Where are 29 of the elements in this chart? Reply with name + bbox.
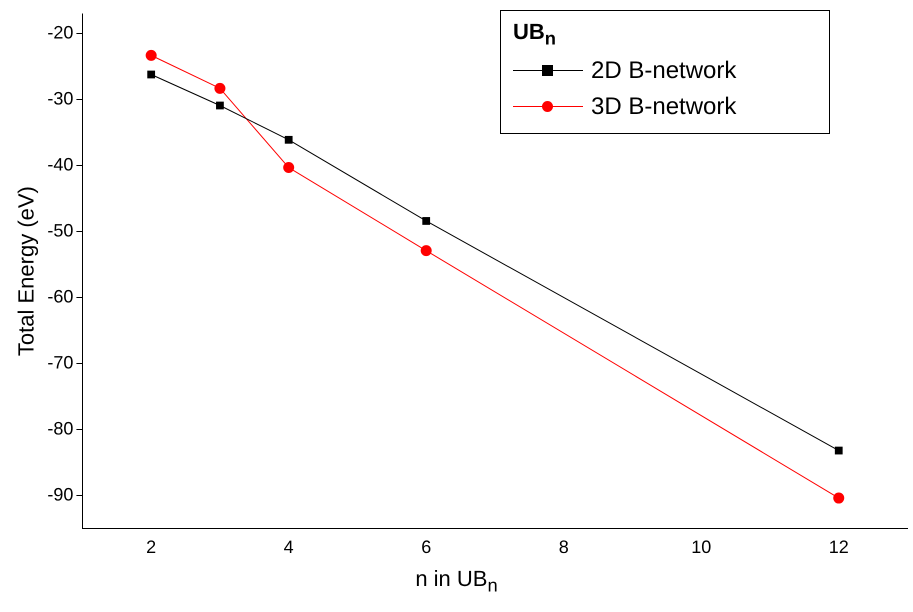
- point: [834, 446, 843, 454]
- legend-label: 2D B-network: [591, 57, 736, 86]
- y-tick-label: -70: [47, 352, 74, 372]
- legend-label: 3D B-network: [591, 93, 736, 122]
- x-tick-label: 10: [691, 537, 712, 558]
- point: [216, 102, 224, 110]
- y-tick-label: -40: [47, 154, 74, 175]
- point: [833, 492, 844, 504]
- x-tick-label: 2: [146, 537, 156, 558]
- point: [420, 245, 432, 256]
- point: [422, 217, 430, 225]
- point: [284, 136, 293, 144]
- y-tick-label: -90: [47, 484, 74, 504]
- x-axis-title: n in UB$_{n}$: [414, 566, 499, 596]
- x-tick-label: 8: [558, 537, 569, 558]
- y-axis-title: Total Energy (eV): [13, 186, 38, 356]
- y-tick-label: -80: [47, 418, 74, 438]
- point: [214, 82, 226, 94]
- y-tick-label: -30: [47, 88, 74, 109]
- y-tick-label: -60: [47, 286, 74, 306]
- x-tick-label: 4: [284, 537, 294, 558]
- legend-title: UB$_{n}$: [513, 19, 557, 50]
- y-tick-label: -20: [47, 22, 74, 43]
- y-tick-label: -50: [47, 220, 74, 240]
- point: [283, 162, 294, 174]
- point: [147, 70, 156, 78]
- x-tick-label: 12: [828, 537, 849, 558]
- point: [146, 50, 157, 61]
- x-tick-label: 6: [421, 537, 432, 558]
